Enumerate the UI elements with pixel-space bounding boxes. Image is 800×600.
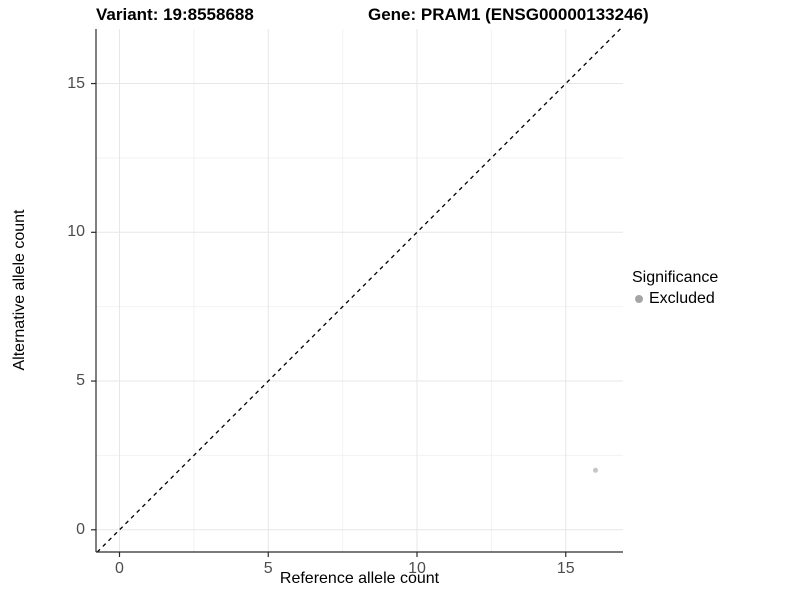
y-tick-label: 10	[67, 223, 85, 241]
identity-line	[96, 28, 622, 553]
y-tick-label: 0	[76, 520, 85, 538]
data-point	[593, 467, 598, 473]
variant-title: Variant: 19:8558688	[96, 5, 254, 24]
y-axis-title: Alternative allele count	[11, 209, 28, 371]
legend-title: Significance	[632, 269, 719, 286]
x-tick-label: 10	[408, 560, 426, 577]
legend: Significance Excluded	[632, 269, 718, 308]
legend-point-icon	[635, 295, 643, 303]
legend-item-excluded: Excluded	[632, 290, 718, 308]
x-tick-label: 15	[556, 560, 575, 577]
y-tick-label: 5	[76, 372, 85, 390]
x-tick-label: 0	[115, 560, 124, 577]
y-tick-label: 15	[67, 74, 85, 92]
x-axis-title: Reference allele count	[279, 570, 440, 587]
legend-item-label: Excluded	[649, 290, 715, 307]
gene-title: Gene: PRAM1 (ENSG00000133246)	[368, 5, 649, 24]
x-tick-label: 5	[263, 560, 273, 577]
